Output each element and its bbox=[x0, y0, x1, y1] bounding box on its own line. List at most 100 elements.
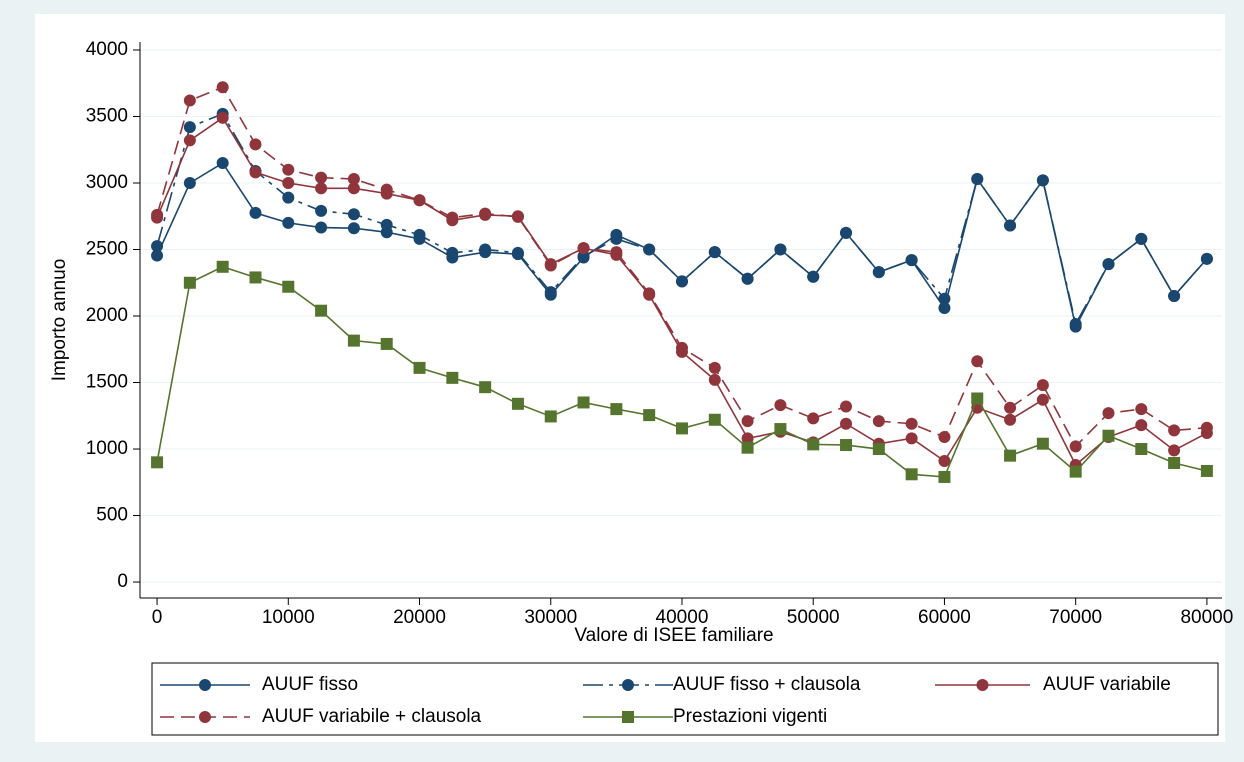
marker bbox=[249, 166, 262, 179]
marker bbox=[479, 381, 492, 394]
marker bbox=[544, 410, 557, 423]
marker bbox=[741, 441, 754, 454]
marker bbox=[905, 432, 918, 445]
marker bbox=[479, 207, 492, 220]
marker bbox=[151, 249, 164, 262]
y-axis-title: Importo annuo bbox=[49, 259, 70, 382]
marker bbox=[1004, 413, 1017, 426]
marker bbox=[282, 216, 295, 229]
marker bbox=[282, 163, 295, 176]
legend-marker bbox=[199, 679, 211, 691]
marker bbox=[905, 417, 918, 430]
marker bbox=[1168, 424, 1181, 437]
legend-marker bbox=[976, 679, 989, 691]
marker bbox=[1069, 440, 1082, 453]
marker bbox=[905, 468, 918, 481]
marker bbox=[1200, 421, 1213, 434]
marker bbox=[216, 111, 229, 124]
marker bbox=[446, 246, 459, 259]
marker bbox=[840, 417, 853, 430]
marker bbox=[872, 443, 885, 456]
marker bbox=[1168, 444, 1181, 457]
marker bbox=[183, 94, 196, 107]
marker bbox=[315, 221, 328, 234]
marker bbox=[1004, 219, 1017, 232]
marker bbox=[347, 222, 360, 235]
marker bbox=[511, 397, 524, 410]
x-tick-label: 0 bbox=[152, 607, 163, 628]
marker bbox=[1069, 465, 1082, 478]
legend-marker bbox=[199, 711, 211, 723]
marker bbox=[872, 415, 885, 428]
marker bbox=[1135, 443, 1148, 456]
marker bbox=[1102, 407, 1115, 420]
marker bbox=[249, 271, 262, 284]
marker bbox=[183, 276, 196, 289]
x-tick-label: 80000 bbox=[1180, 607, 1233, 628]
marker bbox=[315, 204, 328, 217]
marker bbox=[249, 206, 262, 219]
marker bbox=[479, 243, 492, 256]
marker bbox=[610, 246, 623, 259]
marker bbox=[1004, 449, 1017, 462]
marker bbox=[380, 337, 393, 350]
marker bbox=[708, 413, 721, 426]
marker bbox=[643, 409, 656, 422]
x-tick-label: 20000 bbox=[393, 607, 446, 628]
y-tick-label: 1500 bbox=[86, 372, 128, 393]
marker bbox=[183, 121, 196, 134]
marker bbox=[315, 304, 328, 317]
marker bbox=[151, 456, 164, 469]
y-tick-label: 2000 bbox=[86, 305, 128, 326]
marker bbox=[675, 422, 688, 435]
marker bbox=[446, 371, 459, 384]
marker bbox=[938, 431, 951, 444]
y-tick-label: 2500 bbox=[86, 239, 128, 260]
marker bbox=[413, 194, 426, 207]
legend-label: AUUF fisso bbox=[262, 674, 358, 695]
marker bbox=[905, 254, 918, 267]
marker bbox=[577, 396, 590, 409]
marker bbox=[216, 81, 229, 94]
marker bbox=[938, 470, 951, 483]
marker bbox=[774, 423, 787, 436]
marker bbox=[216, 157, 229, 170]
marker bbox=[380, 218, 393, 231]
marker bbox=[380, 183, 393, 196]
marker bbox=[1036, 174, 1049, 187]
marker bbox=[840, 226, 853, 239]
marker bbox=[807, 270, 820, 283]
marker bbox=[511, 246, 524, 259]
legend-label: Prestazioni vigenti bbox=[673, 706, 827, 727]
marker bbox=[708, 246, 721, 259]
marker bbox=[446, 211, 459, 224]
marker bbox=[807, 412, 820, 425]
y-tick-label: 3000 bbox=[86, 172, 128, 193]
y-tick-label: 1000 bbox=[86, 438, 128, 459]
marker bbox=[282, 191, 295, 204]
marker bbox=[347, 173, 360, 186]
marker bbox=[151, 240, 164, 253]
marker bbox=[840, 439, 853, 452]
marker bbox=[741, 272, 754, 285]
marker bbox=[938, 302, 951, 315]
marker bbox=[774, 399, 787, 412]
x-tick-label: 10000 bbox=[262, 607, 315, 628]
x-tick-label: 70000 bbox=[1049, 607, 1102, 628]
marker bbox=[1135, 419, 1148, 432]
marker bbox=[675, 275, 688, 288]
marker bbox=[183, 176, 196, 189]
x-tick-label: 30000 bbox=[524, 607, 577, 628]
x-tick-label: 50000 bbox=[787, 607, 840, 628]
x-tick-label: 40000 bbox=[656, 607, 709, 628]
marker bbox=[872, 266, 885, 279]
marker bbox=[675, 341, 688, 354]
y-tick-label: 0 bbox=[117, 571, 128, 592]
legend-marker bbox=[622, 711, 634, 723]
marker bbox=[282, 280, 295, 293]
marker bbox=[610, 403, 623, 416]
marker bbox=[938, 292, 951, 305]
marker bbox=[1168, 290, 1181, 303]
